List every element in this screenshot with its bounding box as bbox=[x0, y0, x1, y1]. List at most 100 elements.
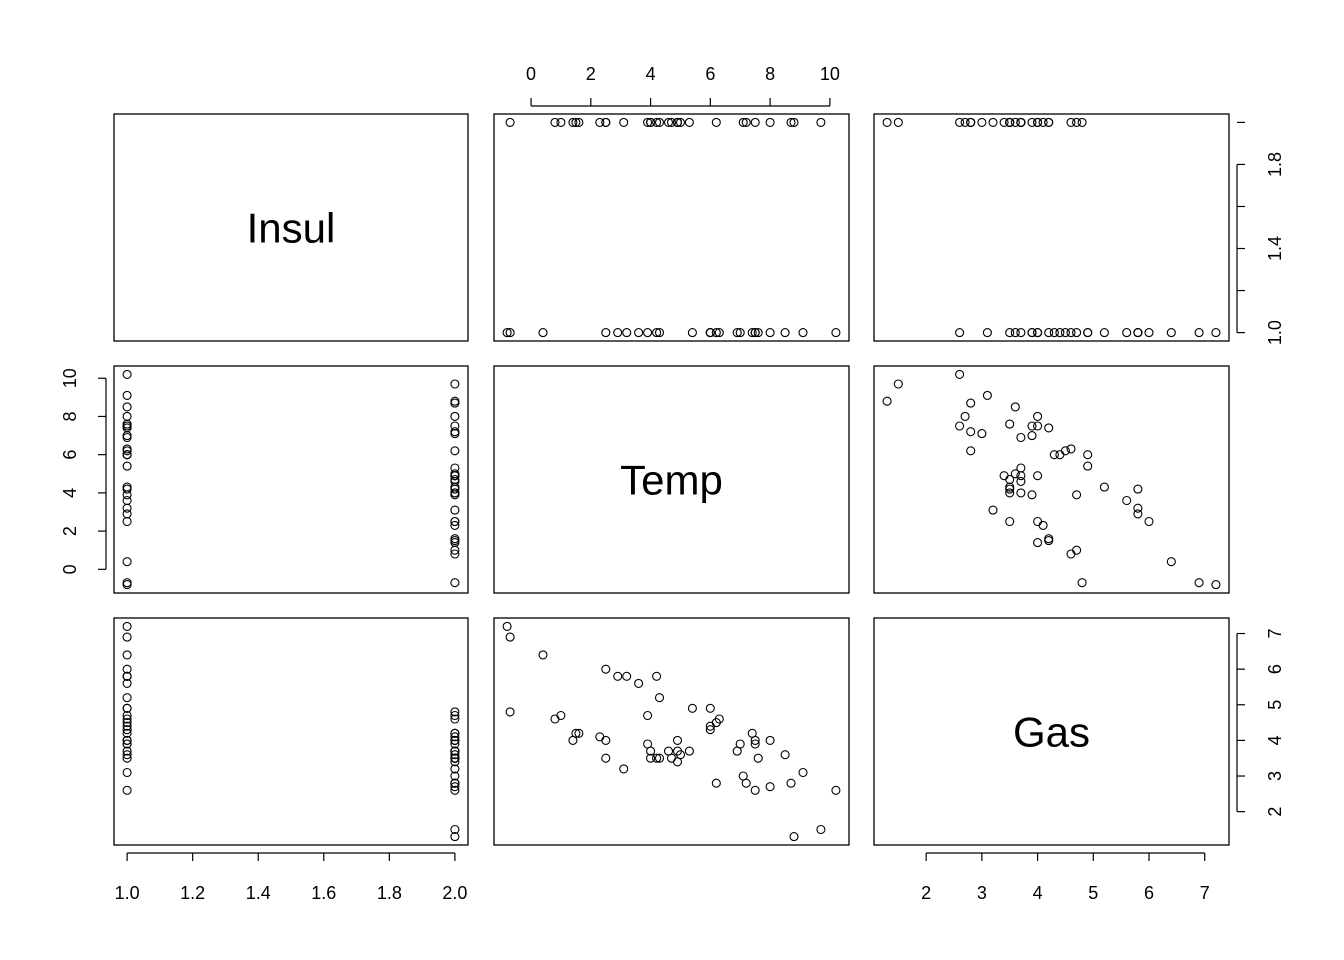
data-point bbox=[1066, 549, 1076, 559]
data-point bbox=[1060, 328, 1070, 338]
data-point bbox=[122, 746, 132, 756]
data-point bbox=[1005, 488, 1015, 498]
data-point bbox=[646, 746, 656, 756]
data-point bbox=[663, 117, 674, 127]
data-point bbox=[882, 396, 892, 406]
tick-label: 1.8 bbox=[1265, 152, 1285, 177]
data-point bbox=[450, 429, 460, 439]
panel-gas-vs-insul bbox=[113, 617, 469, 846]
data-point bbox=[450, 707, 460, 717]
data-point bbox=[1016, 328, 1026, 338]
data-point bbox=[1010, 117, 1020, 127]
data-point bbox=[654, 328, 665, 338]
data-point bbox=[750, 735, 760, 745]
data-point bbox=[1044, 117, 1054, 127]
data-point bbox=[831, 328, 841, 338]
tick-label: 10 bbox=[60, 368, 80, 388]
data-point bbox=[735, 739, 745, 749]
data-point bbox=[1049, 328, 1059, 338]
data-point bbox=[122, 495, 132, 506]
data-point bbox=[1033, 471, 1043, 481]
data-point bbox=[122, 484, 132, 494]
data-point bbox=[122, 621, 132, 631]
data-point bbox=[550, 714, 560, 724]
data-point bbox=[550, 117, 560, 127]
data-point bbox=[450, 488, 460, 498]
data-point bbox=[122, 750, 132, 760]
data-point bbox=[738, 117, 748, 127]
data-point bbox=[753, 753, 763, 763]
data-point bbox=[450, 421, 460, 431]
data-point bbox=[601, 117, 611, 127]
data-point bbox=[654, 693, 665, 703]
data-point bbox=[619, 764, 629, 774]
data-point bbox=[505, 707, 515, 717]
data-point bbox=[601, 753, 611, 763]
data-point bbox=[1010, 402, 1020, 412]
tick-label: 5 bbox=[1265, 700, 1285, 710]
data-point bbox=[999, 471, 1009, 481]
tick-label: 4 bbox=[1265, 735, 1285, 745]
data-point bbox=[556, 117, 566, 127]
data-point bbox=[1033, 516, 1043, 527]
data-point bbox=[765, 735, 775, 745]
panel-frame bbox=[113, 617, 469, 846]
tick-label: 1.6 bbox=[311, 883, 336, 903]
data-point bbox=[1027, 421, 1037, 431]
data-point bbox=[538, 328, 548, 338]
data-point bbox=[652, 117, 662, 127]
data-point bbox=[765, 117, 775, 127]
data-point bbox=[1005, 419, 1015, 429]
data-point bbox=[999, 117, 1009, 127]
data-point bbox=[122, 516, 132, 527]
data-point bbox=[1083, 450, 1093, 460]
data-point bbox=[982, 328, 992, 338]
data-point bbox=[1066, 117, 1076, 127]
data-point bbox=[780, 750, 790, 760]
data-point bbox=[960, 411, 970, 421]
data-point bbox=[750, 117, 760, 127]
data-point bbox=[1211, 328, 1221, 338]
data-point bbox=[711, 328, 721, 338]
data-point bbox=[741, 778, 751, 788]
tick-label: 2 bbox=[60, 526, 80, 536]
data-point bbox=[652, 328, 662, 338]
data-point bbox=[571, 728, 581, 738]
data-point bbox=[450, 463, 460, 473]
data-point bbox=[955, 369, 965, 379]
data-point bbox=[687, 328, 697, 338]
tick-label: 3 bbox=[977, 883, 987, 903]
data-point bbox=[1044, 534, 1054, 544]
data-point bbox=[786, 117, 796, 127]
data-point bbox=[122, 714, 132, 724]
data-point bbox=[955, 328, 965, 338]
data-point bbox=[122, 725, 132, 735]
tick-label: 2 bbox=[921, 883, 931, 903]
data-point bbox=[122, 431, 132, 441]
data-point bbox=[450, 746, 460, 756]
panel-insul-vs-gas bbox=[873, 113, 1230, 342]
data-point bbox=[816, 824, 826, 835]
data-point bbox=[622, 328, 632, 338]
data-point bbox=[1044, 423, 1054, 433]
data-point bbox=[1016, 463, 1026, 473]
data-point bbox=[571, 117, 581, 127]
data-point bbox=[1033, 421, 1043, 431]
data-point bbox=[595, 732, 605, 742]
data-point bbox=[122, 735, 132, 745]
data-point bbox=[505, 632, 515, 642]
data-point bbox=[538, 650, 548, 660]
data-point bbox=[732, 328, 742, 338]
data-point bbox=[654, 117, 665, 127]
data-point bbox=[1144, 516, 1154, 527]
data-point bbox=[1033, 411, 1043, 421]
data-point bbox=[705, 725, 715, 735]
data-point bbox=[1033, 328, 1043, 338]
panel-frame bbox=[113, 365, 469, 594]
data-point bbox=[1133, 503, 1143, 513]
data-point bbox=[705, 328, 715, 338]
panel-insul-vs-temp bbox=[493, 113, 850, 342]
data-point bbox=[1194, 578, 1204, 588]
data-point bbox=[122, 718, 132, 728]
